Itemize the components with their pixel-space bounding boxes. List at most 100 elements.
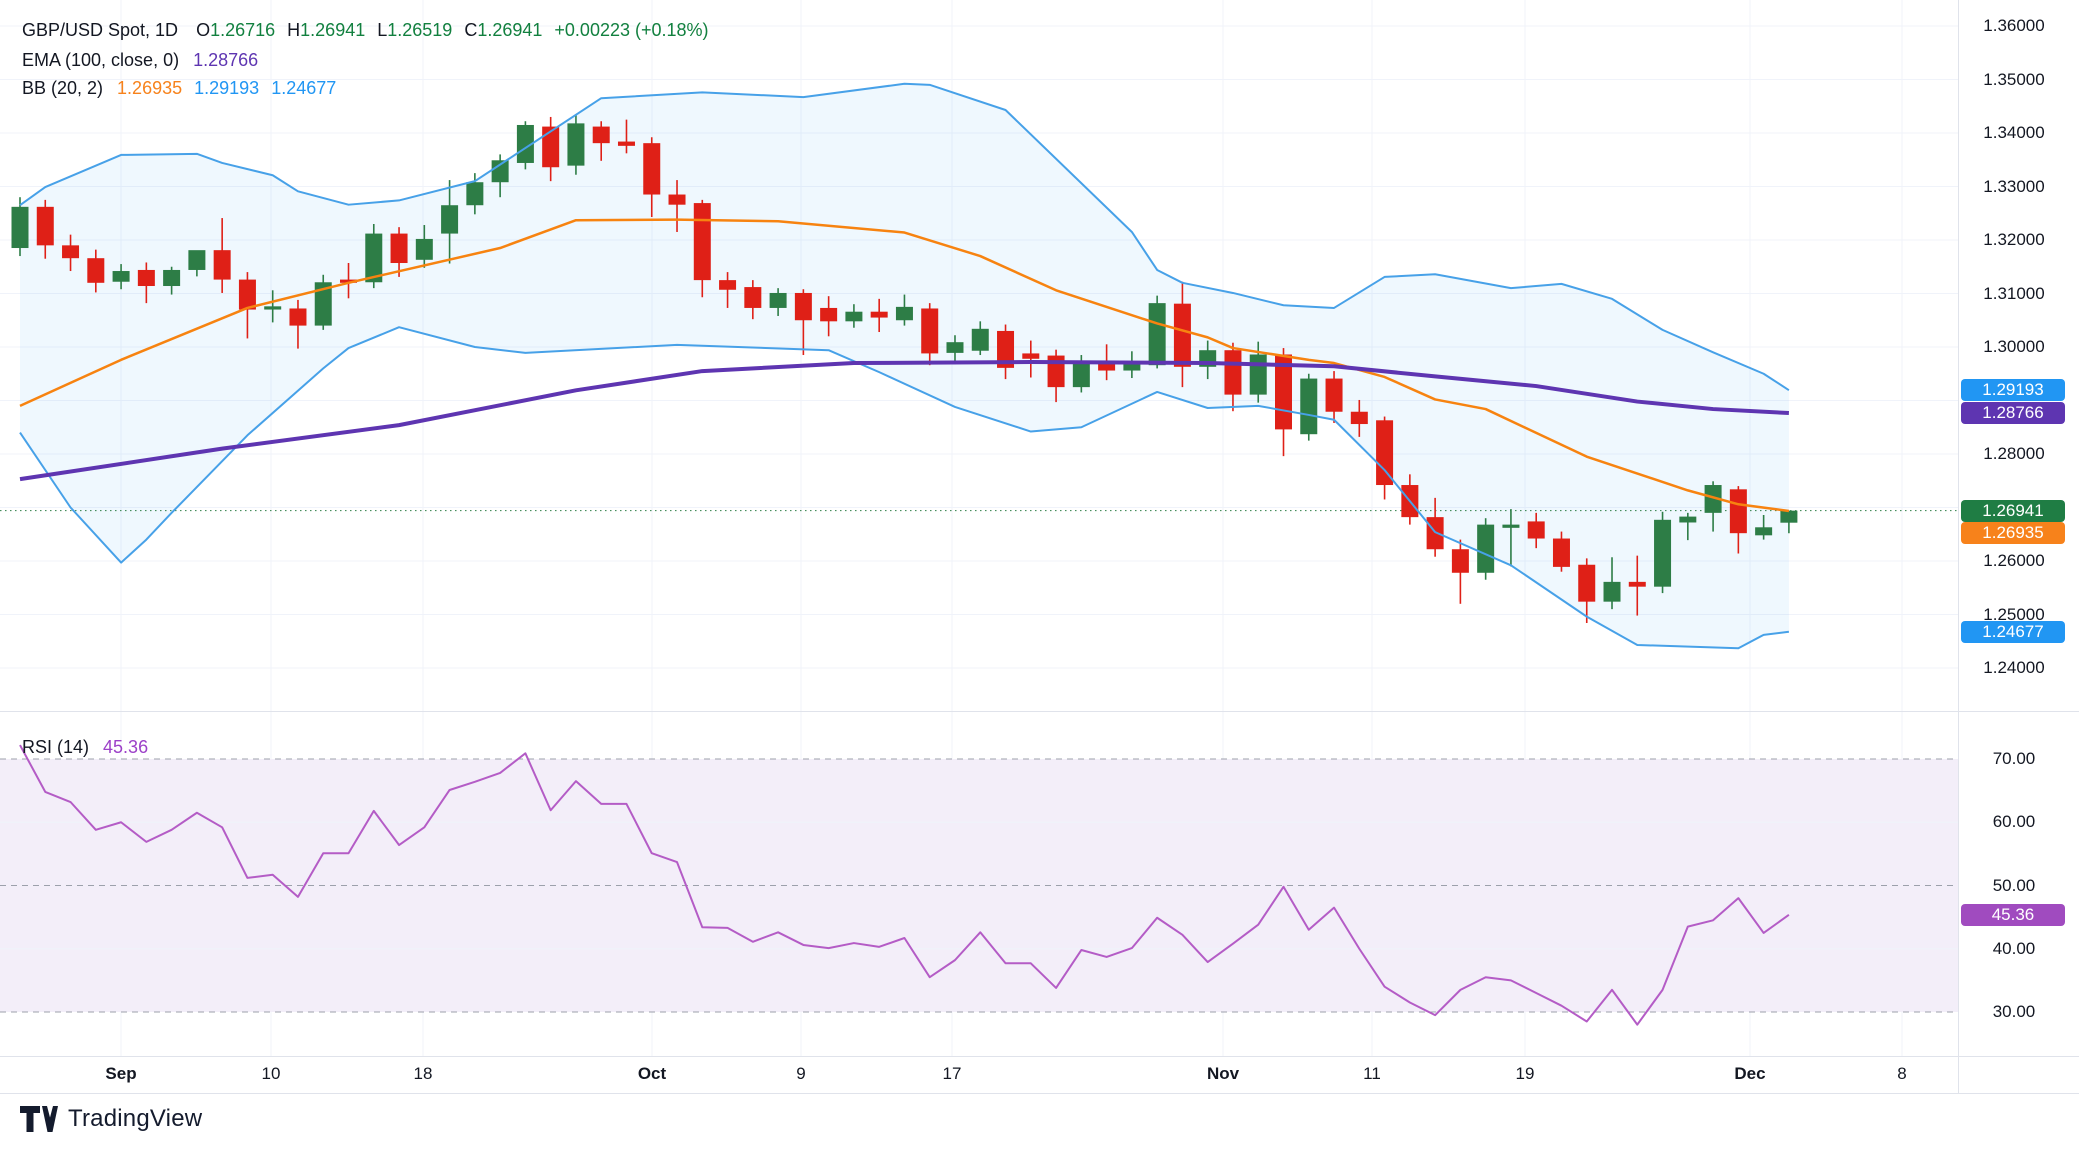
candle-body [491, 160, 509, 183]
ema-indicator-name: EMA (100, close, 0) [22, 50, 180, 70]
candle-body [1300, 378, 1318, 435]
candle-body [36, 206, 54, 246]
rsi-badge: 45.36 [1961, 903, 2065, 926]
change-value: +0.00223 (+0.18%) [554, 20, 709, 40]
bb_upper-line [19, 82, 1790, 392]
candle-body [112, 271, 130, 282]
candle-body [466, 182, 484, 206]
ema100-line [19, 359, 1790, 482]
time-axis[interactable]: Sep 10 18 Oct 9 17 Nov 11 19 Dec 8 [0, 1056, 2079, 1093]
price-badge: 1.26935 [1961, 521, 2065, 544]
time-axis-label: 19 [1515, 1064, 1535, 1083]
candle-body [668, 194, 686, 205]
price-badge: 1.26941 [1961, 499, 2065, 522]
time-axis-label: Dec [1734, 1064, 1766, 1083]
candle-body [719, 280, 737, 290]
candle-body [592, 126, 610, 144]
ohlc-high: H1.26941 [287, 20, 366, 40]
candle-body [794, 292, 812, 321]
candle-body [314, 282, 332, 326]
rsi-axis-label: 40.00 [1992, 938, 2036, 958]
candle-body [1527, 521, 1545, 539]
time-axis-label: 8 [1897, 1064, 1907, 1083]
ema-legend-row[interactable]: EMA (100, close, 0) 1.28766 [22, 50, 270, 71]
rsi-axis-label: 50.00 [1992, 875, 2036, 895]
candle-body [1502, 524, 1520, 528]
rsi-band [0, 758, 1958, 1013]
candle-body [441, 205, 459, 234]
time-axis-label: 10 [261, 1064, 281, 1083]
candle-body [11, 206, 29, 249]
price-chart-canvas[interactable] [0, 0, 2079, 1093]
candle-body [845, 311, 863, 322]
tradingview-logo[interactable]: TradingView [20, 1105, 202, 1133]
bollinger-fill [20, 83, 1789, 649]
candle-body [1072, 362, 1090, 388]
ohlc-low: L1.26519 [377, 20, 453, 40]
candle-body [895, 306, 913, 321]
rsi-axis-label: 70.00 [1992, 749, 2036, 768]
candle-body [870, 311, 888, 318]
candle-body [769, 292, 787, 308]
candle-body [1729, 489, 1747, 534]
bb-basis-value: 1.26935 [117, 78, 183, 98]
price-axis-label: 1.34000 [1983, 123, 2045, 142]
candle-body [1022, 353, 1040, 359]
bb-upper-value: 1.29193 [194, 78, 260, 98]
price-badge: 1.28766 [1961, 402, 2065, 425]
candle-body [542, 126, 560, 168]
rsi-line [19, 744, 1790, 1026]
price-axis[interactable]: 1.36000 1.35000 1.34000 1.33000 1.32000 1.310… [1958, 0, 2079, 1093]
candle-body [1376, 420, 1394, 486]
candle-body [820, 307, 838, 322]
price-axis-label: 1.31000 [1983, 283, 2045, 303]
candle-body [946, 342, 964, 353]
candle-body [1224, 350, 1242, 395]
price-axis-label: 1.28000 [1983, 444, 2045, 463]
candle-body [1173, 303, 1191, 367]
rsi-axis-label: 30.00 [1992, 1002, 2036, 1021]
chart-bottom-border [0, 1093, 2079, 1094]
candle-body [1249, 354, 1267, 395]
price-axis-label: 1.36000 [1983, 16, 2045, 35]
candle-body [238, 279, 256, 310]
candle-body [62, 245, 80, 259]
candle-body [188, 250, 206, 270]
candle-body [1704, 485, 1722, 513]
price-axis-label: 1.30000 [1983, 337, 2045, 356]
candle-body [1679, 516, 1697, 523]
candle-body [1552, 538, 1570, 567]
candle-body [1755, 527, 1773, 536]
candle-body [516, 124, 534, 163]
bb_basis-line [19, 218, 1790, 513]
time-axis-label: Sep [105, 1064, 137, 1083]
price-badge: 1.24677 [1961, 620, 2065, 643]
ohlc-open: O1.26716 [196, 20, 276, 40]
candle-body [340, 279, 358, 283]
price-axis-label: 1.33000 [1983, 176, 2045, 196]
time-axis-label: 17 [942, 1064, 962, 1083]
candle-body [567, 123, 585, 166]
candle-body [693, 203, 711, 281]
bb-legend-row[interactable]: BB (20, 2) 1.26935 1.29193 1.24677 [22, 78, 348, 99]
candle-body [643, 143, 661, 195]
price-axis-label: 1.26000 [1983, 551, 2045, 570]
candle-body [87, 258, 105, 283]
bb-lower-value: 1.24677 [271, 78, 337, 98]
candle-body [1477, 524, 1495, 573]
time-axis-label: Nov [1206, 1064, 1240, 1083]
candle-body [415, 238, 433, 260]
time-axis-label: Oct [637, 1064, 667, 1083]
pane-divider[interactable] [0, 711, 2079, 712]
price-axis-border [1958, 0, 1959, 1093]
rsi-indicator-name: RSI (14) [22, 737, 90, 757]
candle-body [1628, 581, 1646, 587]
symbol-legend-row[interactable]: GBP/USD Spot, 1D O1.26716 H1.26941 L1.26… [22, 20, 709, 41]
candle-body [1350, 411, 1368, 425]
candle-body [289, 308, 307, 326]
rsi-legend-row[interactable]: RSI (14) 45.36 [22, 737, 160, 758]
candle-body [1654, 519, 1672, 587]
candle-body [1780, 510, 1798, 523]
candle-body [264, 306, 282, 310]
